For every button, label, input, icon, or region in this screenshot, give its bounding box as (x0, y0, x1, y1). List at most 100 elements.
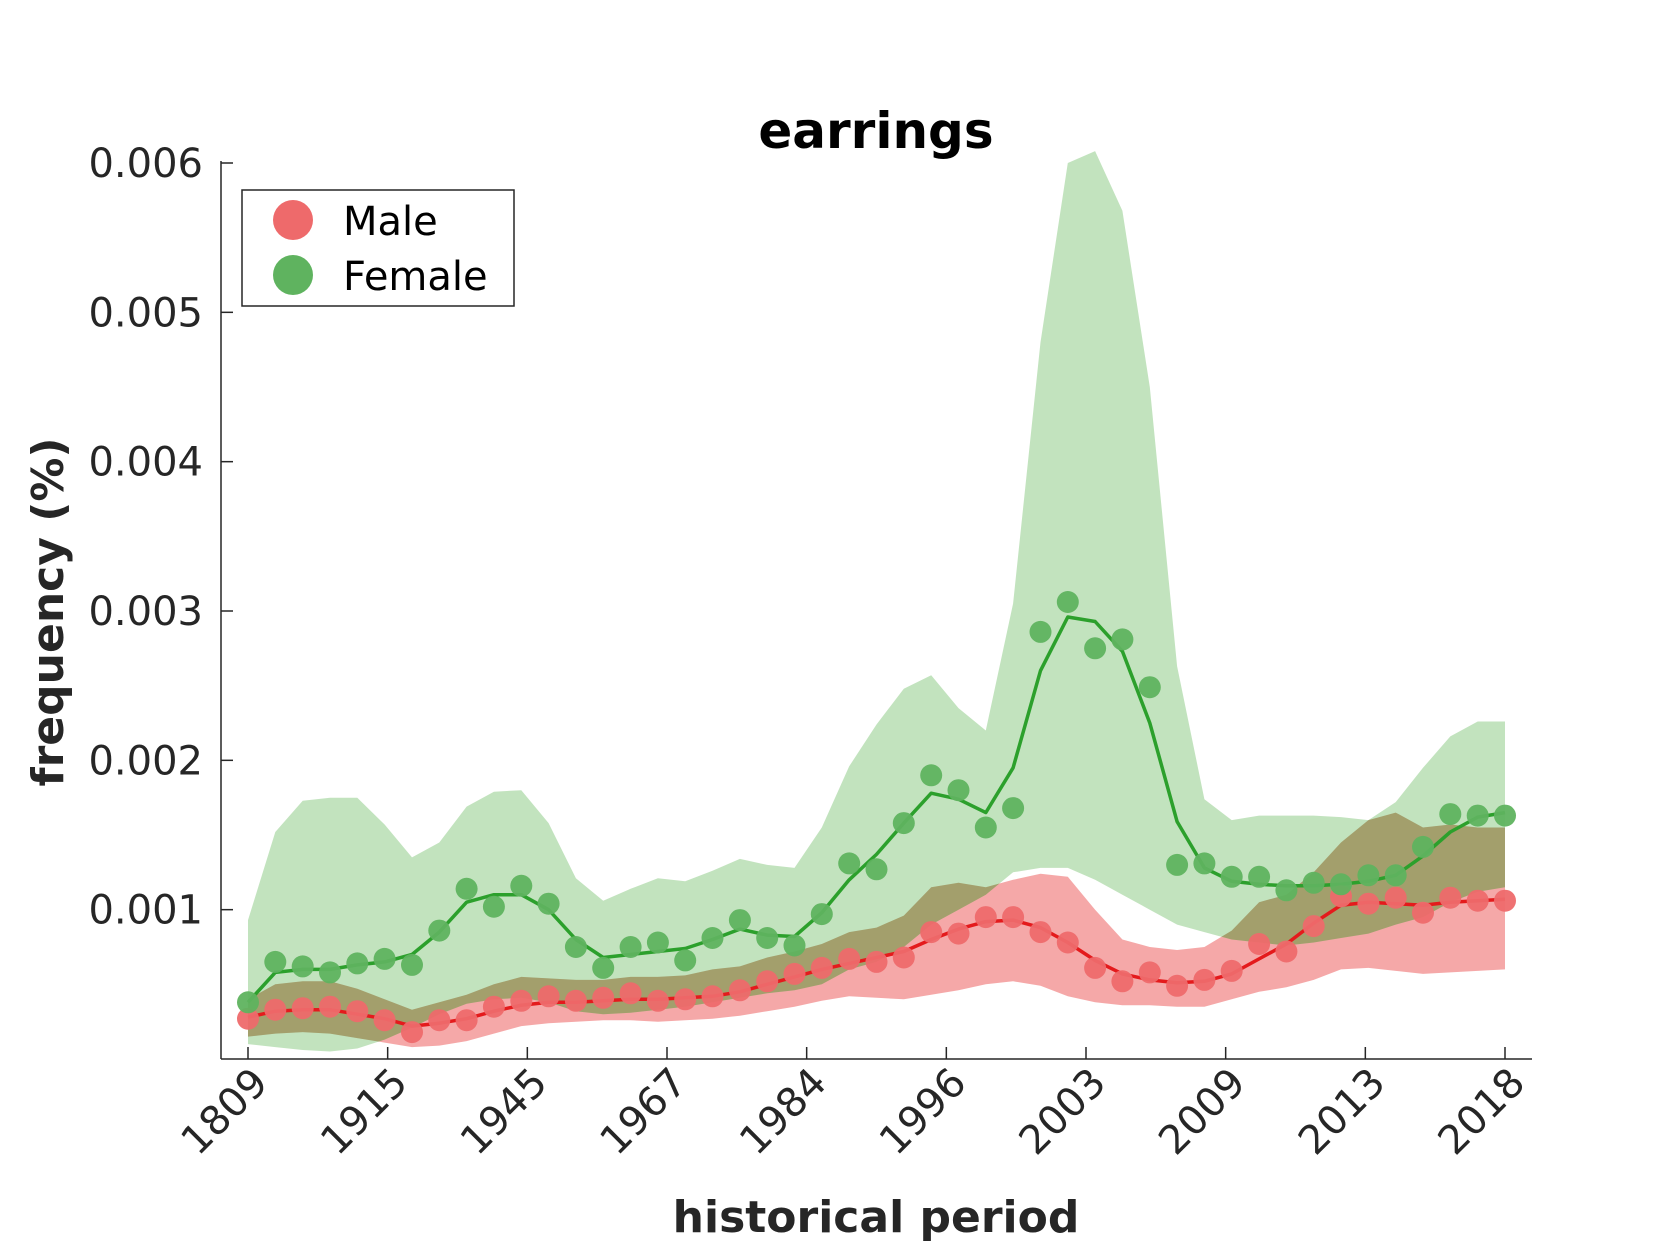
legend-marker-female (273, 255, 313, 295)
point-male (537, 985, 560, 1008)
point-female (264, 950, 287, 973)
point-female (810, 903, 833, 926)
point-female (564, 936, 587, 958)
point-male (838, 947, 861, 970)
point-female (373, 947, 396, 970)
chart-title: earrings (758, 102, 993, 160)
y-tick-label: 0.006 (88, 141, 203, 187)
point-male (428, 1009, 451, 1032)
point-male (1275, 940, 1298, 963)
point-female (319, 961, 341, 984)
point-male (619, 982, 642, 1005)
point-male (1193, 968, 1216, 991)
point-female (1248, 865, 1271, 888)
point-male (1248, 933, 1271, 955)
point-male (1084, 956, 1107, 979)
point-male (674, 988, 697, 1011)
point-male (920, 921, 943, 944)
point-male (264, 998, 287, 1021)
point-female (1056, 591, 1079, 613)
point-male (810, 956, 833, 979)
y-tick-label: 0.001 (88, 888, 203, 934)
point-male (1466, 889, 1489, 912)
point-male (701, 985, 724, 1008)
point-male (1166, 974, 1189, 997)
point-male (1494, 889, 1516, 912)
band-female (248, 151, 1505, 1052)
point-female (1494, 804, 1516, 827)
point-female (1466, 804, 1489, 827)
legend-marker-male (273, 200, 313, 240)
x-axis-label: historical period (673, 1192, 1080, 1243)
point-male (646, 989, 669, 1012)
point-male (401, 1021, 423, 1044)
point-female (1111, 628, 1134, 651)
point-female (838, 852, 861, 875)
point-male (1412, 901, 1434, 924)
point-female (237, 991, 259, 1014)
point-male (319, 995, 341, 1018)
point-female (1357, 864, 1380, 887)
point-female (1166, 853, 1189, 876)
confidence-bands (248, 151, 1505, 1052)
point-male (1357, 892, 1380, 915)
point-male (1384, 886, 1407, 909)
point-male (1439, 886, 1462, 909)
point-female (1412, 835, 1434, 858)
point-female (646, 931, 669, 954)
legend-label-female: Female (343, 254, 488, 300)
point-female (674, 949, 697, 972)
point-female (728, 909, 751, 932)
point-female (1002, 797, 1025, 820)
point-female (974, 816, 997, 839)
point-male (1056, 931, 1079, 954)
series-points (237, 591, 1516, 1044)
point-female (455, 877, 478, 900)
legend: Male Female (241, 189, 515, 307)
legend-label-male: Male (343, 199, 438, 245)
point-female (482, 895, 505, 918)
y-tick-label: 0.003 (88, 589, 203, 635)
point-female (1330, 873, 1352, 896)
point-female (537, 892, 560, 915)
point-male (892, 946, 915, 969)
point-female (1439, 803, 1462, 826)
point-male (1111, 970, 1134, 993)
point-male (482, 995, 505, 1018)
point-female (1275, 879, 1298, 902)
point-male (1002, 906, 1025, 929)
point-female (291, 955, 314, 978)
point-male (237, 1007, 259, 1030)
point-male (947, 922, 970, 945)
y-tick-label: 0.005 (88, 290, 203, 336)
axes (220, 161, 1532, 1060)
point-female (892, 812, 915, 835)
point-female (865, 858, 888, 881)
point-male (346, 1000, 369, 1023)
point-male (510, 989, 533, 1012)
point-female (619, 936, 642, 958)
point-female (756, 927, 779, 949)
point-male (756, 970, 779, 993)
point-male (1302, 915, 1325, 938)
point-female (1193, 852, 1216, 875)
point-female (1302, 871, 1325, 894)
point-male (1138, 961, 1161, 984)
point-female (1029, 620, 1052, 643)
point-female (947, 779, 970, 802)
point-female (1220, 865, 1243, 888)
point-female (783, 934, 806, 957)
point-male (1029, 921, 1052, 944)
y-tick-label: 0.002 (88, 738, 203, 784)
point-female (592, 956, 615, 979)
point-female (1084, 637, 1107, 660)
point-male (291, 997, 314, 1020)
point-male (974, 906, 997, 929)
point-male (783, 962, 806, 985)
point-male (592, 986, 615, 1009)
point-male (728, 979, 751, 1002)
point-male (455, 1009, 478, 1032)
point-male (373, 1009, 396, 1032)
y-tick-label: 0.004 (88, 440, 203, 486)
